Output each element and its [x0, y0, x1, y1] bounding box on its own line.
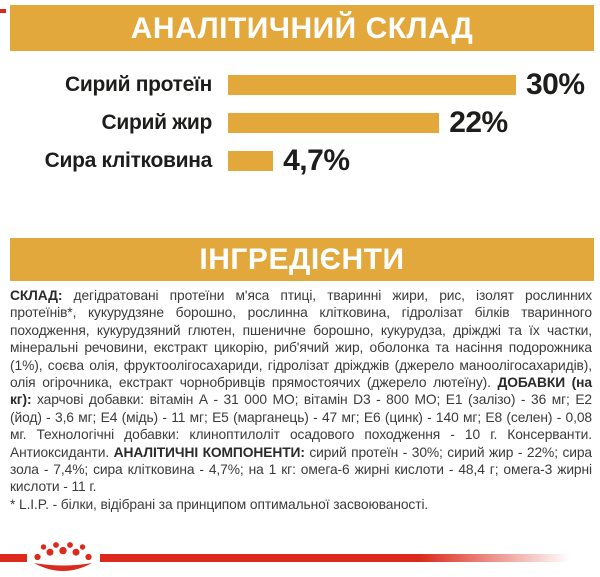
- ingredients-block: СКЛАД: дегідратовані протеїни м'яса птиц…: [10, 287, 592, 513]
- chart-row-label: Сирий жир: [101, 111, 213, 134]
- chart-row-value: 22%: [449, 106, 508, 139]
- ingredients-header: ІНГРЕДІЄНТИ: [10, 238, 594, 281]
- analytical-composition-header: АНАЛІТИЧНИЙ СКЛАД: [10, 5, 594, 51]
- red-line-right: [100, 554, 570, 562]
- chart-bar: [228, 151, 274, 171]
- chart-row-fat: Сирий жир 22%: [0, 104, 600, 142]
- chart-row-value: 4,7%: [283, 144, 350, 177]
- chart-bar: [228, 113, 440, 133]
- chart-row-label: Сирий протеїн: [64, 73, 212, 96]
- chart-bar: [228, 75, 516, 95]
- nutrient-bar-chart: Сирий протеїн 30% Сирий жир 22% Сира клі…: [0, 66, 600, 180]
- chart-row-value: 30%: [526, 68, 585, 101]
- red-corner-tick: [0, 9, 6, 13]
- lip-footnote: * L.I.P. - білки, відібрані за принципом…: [10, 496, 429, 512]
- red-dash-left: [0, 554, 27, 562]
- chart-row-label: Сира клітковина: [44, 149, 213, 172]
- chart-row-protein: Сирий протеїн 30%: [0, 66, 600, 104]
- brand-strip: [0, 540, 600, 577]
- chart-row-fiber: Сира клітковина 4,7%: [0, 142, 600, 180]
- royal-canin-crown-icon: [34, 542, 92, 571]
- ingredients-paragraph: СКЛАД: дегідратовані протеїни м'яса птиц…: [10, 288, 592, 495]
